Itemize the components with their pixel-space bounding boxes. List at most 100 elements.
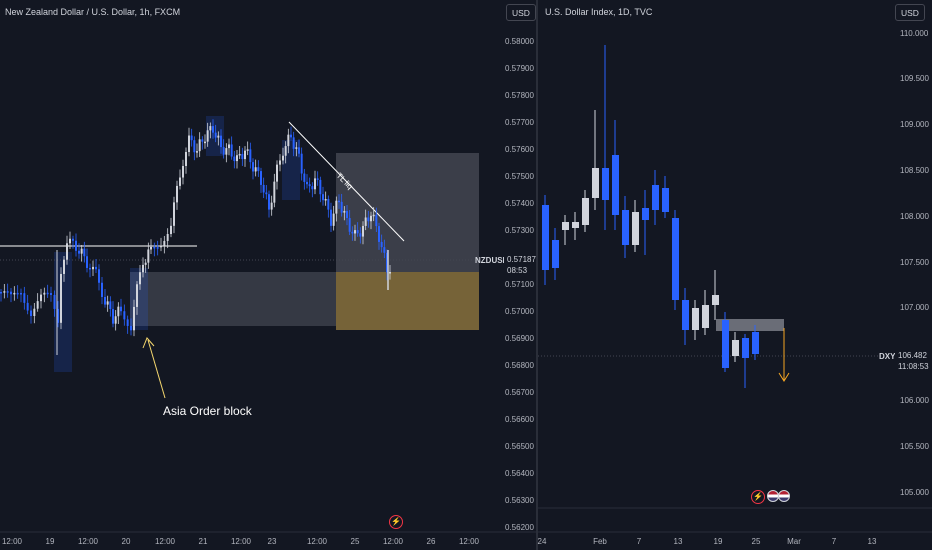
nzdusd-candle-body [13,292,16,295]
nzdusd-candle-body [306,181,308,185]
nzdusd-chart-pane[interactable]: TL liq 0.58000 0.57900 0.57800 0.57700 0.5760… [0,0,539,550]
nzdusd-candle-body [332,213,335,226]
nzdusd-chart-canvas[interactable]: TL liq0.580000.579000.578000.577000.5760… [0,0,537,550]
nzdusd-candle-body [217,135,220,138]
nzdusd-candle-body [348,218,351,232]
dxy-y-tick: 105.500 [900,442,929,451]
nzdusd-y-tick: 0.57800 [505,91,534,100]
nzdusd-candle-body [179,177,181,186]
nzdusd-candle-body [43,292,46,295]
nzdusd-candle-body [109,301,112,310]
nzdusd-y-tick: 0.56800 [505,361,534,370]
nzdusd-y-tick: 0.57900 [505,64,534,73]
nzdusd-candle-body [292,137,295,149]
nzdusd-y-tick: 0.57700 [505,118,534,127]
lightning-event-icon[interactable]: ⚡ [751,490,765,504]
nzdusd-currency-button[interactable]: USD [506,4,536,21]
session-highlight-1 [54,252,72,372]
nzdusd-candle-body [214,132,217,138]
dxy-x-tick: 25 [752,537,761,546]
nzdusd-candle-body [346,210,348,219]
nzdusd-countdown: 08:53 [504,265,531,276]
nzdusd-candle-body [36,301,39,309]
nzdusd-candle-body [276,164,278,182]
nzdusd-candle-body [57,308,59,323]
nzdusd-candle-body [362,225,364,237]
nzdusd-candle-body [370,215,372,222]
nzdusd-candle-body [222,147,225,155]
nzdusd-y-tick: 0.57500 [505,172,534,181]
nzdusd-candle-body [364,217,367,226]
nzdusd-candle-body [142,264,144,273]
nzdusd-candle-body [193,140,196,153]
nzdusd-candle-body [228,144,230,149]
dxy-currency-button[interactable]: USD [895,4,925,21]
dxy-chart-title: U.S. Dollar Index, 1D, TVC [545,7,653,17]
nzdusd-candle-body [316,178,319,180]
nzdusd-y-tick: 0.57000 [505,307,534,316]
nzdusd-candle-body [204,141,206,144]
nzdusd-candle-body [83,248,86,257]
nzdusd-candle-body [238,153,241,156]
nzdusd-candle-body [330,209,332,226]
nzdusd-x-tick: 19 [46,537,55,546]
dxy-x-tick: Mar [787,537,801,546]
dxy-y-tick: 110.000 [900,29,929,38]
dxy-projection-arrowhead [778,372,790,382]
dxy-candle-body [552,240,559,268]
nzdusd-y-tick: 0.57400 [505,199,534,208]
nzdusd-candle-body [319,179,322,195]
nzdusd-candle-body [314,178,316,190]
dxy-chart-canvas[interactable]: 110.000 109.500 109.000 108.500 108.000 107.5… [538,0,932,550]
nzdusd-candle-body [262,184,265,193]
dxy-candle-body [702,305,709,328]
nzdusd-candle-body [279,160,281,165]
nzdusd-y-tick: 0.56300 [505,496,534,505]
nzdusd-candle-body [225,148,228,155]
nzdusd-candle-body [343,210,346,213]
nzdusd-candle-body [290,134,292,138]
nzdusd-y-tick: 0.56200 [505,523,534,532]
nzdusd-x-tick: 21 [199,537,208,546]
nzdusd-candle-body [26,302,29,311]
nzdusd-x-tick: 25 [351,537,360,546]
nzdusd-symbol-label: NZDUSD [475,256,509,265]
lightning-icon[interactable]: ⚡ [389,515,403,529]
nzdusd-candle-body [233,156,236,162]
dxy-x-tick: 7 [832,537,837,546]
nzdusd-candle-body [268,194,270,210]
nzdusd-candle-body [86,256,88,268]
nzdusd-candle-body [254,167,257,172]
dxy-candle-body [682,300,689,330]
dxy-chart-pane[interactable]: 110.000 109.500 109.000 108.500 108.000 107.5… [538,0,932,550]
nzdusd-y-tick: 0.57600 [505,145,534,154]
nzdusd-candle-body [188,135,190,153]
nzdusd-candle-body [126,319,129,326]
nzdusd-candle-body [201,139,204,142]
pane-divider[interactable] [536,0,538,550]
nzdusd-candle-body [98,269,100,283]
nzdusd-candle-body [136,284,138,307]
nzdusd-candle-body [265,192,268,195]
nzdusd-x-tick: 12:00 [78,537,99,546]
nzdusd-candle-body [380,241,383,248]
nzdusd-candle-body [10,291,12,295]
nzdusd-candle-body [72,238,74,241]
nzdusd-last-price: 0.57187 [504,254,539,265]
nzdusd-candle-body [40,294,42,302]
dxy-candle-body [742,338,749,358]
nzdusd-candle-body [153,246,156,249]
nzdusd-candle-body [176,185,178,203]
nzdusd-candle-body [246,149,249,151]
nzdusd-candle-body [166,234,169,241]
dxy-x-tick: 13 [868,537,877,546]
nzdusd-candle-body [106,301,109,305]
nzdusd-y-tick: 0.56700 [505,388,534,397]
nzdusd-candle-body [182,165,184,178]
us-flag-event-icon-2[interactable] [778,490,790,502]
dxy-candle-body [632,212,639,245]
nzdusd-y-tick: 0.57100 [505,280,534,289]
nzdusd-x-tick: 23 [268,537,277,546]
dxy-candle-body [582,198,589,225]
nzdusd-candle-body [308,184,311,187]
